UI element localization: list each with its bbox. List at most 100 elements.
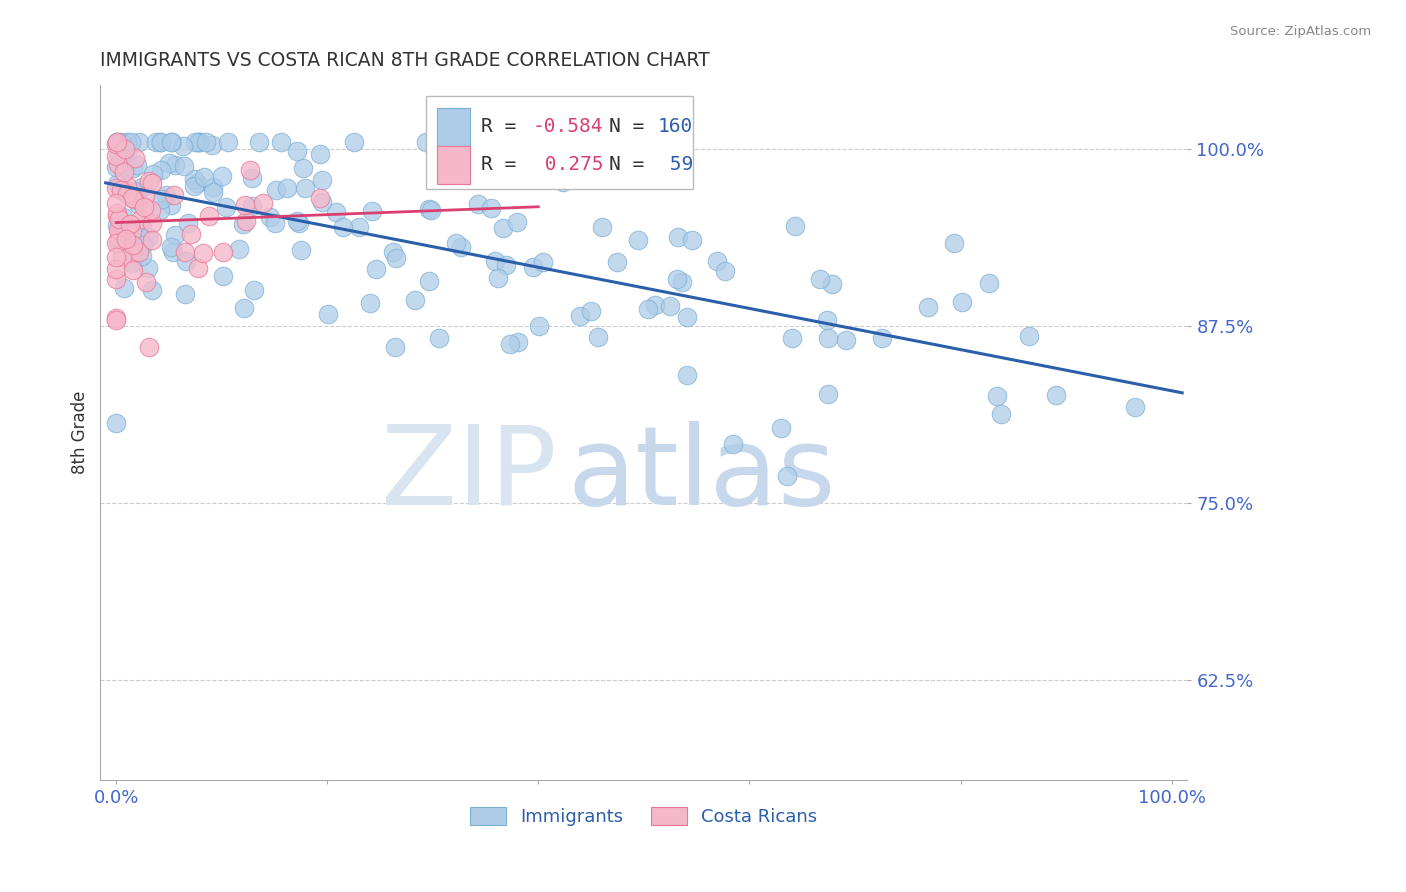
- Point: [233, 301, 256, 316]
- Point: [347, 220, 370, 235]
- Point: [105, 149, 128, 163]
- Point: [186, 177, 208, 191]
- Point: [105, 209, 128, 223]
- Point: [117, 184, 139, 198]
- Point: [659, 299, 682, 313]
- Point: [108, 149, 131, 163]
- Point: [112, 232, 135, 246]
- Text: R =: R =: [481, 117, 527, 136]
- Point: [115, 186, 138, 201]
- Point: [808, 272, 831, 286]
- Text: N =: N =: [609, 117, 657, 136]
- Point: [149, 135, 172, 149]
- Point: [714, 264, 737, 278]
- Point: [193, 170, 215, 185]
- Point: [215, 201, 238, 215]
- Point: [821, 277, 844, 291]
- Point: [114, 219, 136, 234]
- Point: [484, 254, 506, 268]
- Bar: [437, 108, 470, 146]
- Point: [1123, 400, 1146, 414]
- Point: [211, 169, 233, 183]
- Point: [247, 135, 270, 149]
- Point: [780, 331, 803, 345]
- Point: [527, 318, 550, 333]
- Point: [287, 216, 309, 230]
- Point: [108, 225, 131, 239]
- Point: [174, 245, 197, 260]
- Point: [627, 233, 650, 247]
- Point: [681, 234, 703, 248]
- Point: [155, 187, 177, 202]
- Point: [676, 310, 699, 325]
- Point: [127, 158, 149, 172]
- Point: [135, 276, 157, 290]
- Point: [107, 236, 129, 251]
- FancyBboxPatch shape: [426, 95, 693, 189]
- Point: [141, 176, 163, 190]
- Point: [418, 274, 440, 288]
- Point: [942, 236, 965, 251]
- Point: [676, 368, 699, 383]
- Point: [110, 135, 132, 149]
- Point: [243, 283, 266, 297]
- Point: [239, 162, 262, 177]
- Point: [150, 135, 173, 149]
- Point: [145, 135, 167, 149]
- Point: [785, 219, 807, 233]
- Point: [105, 135, 128, 149]
- Point: [359, 295, 381, 310]
- Point: [498, 337, 520, 351]
- Point: [479, 201, 502, 215]
- Point: [366, 262, 388, 277]
- Point: [240, 199, 263, 213]
- Point: [107, 223, 129, 237]
- Point: [232, 217, 254, 231]
- Point: [136, 230, 159, 244]
- Point: [294, 181, 316, 195]
- Point: [177, 216, 200, 230]
- Point: [444, 235, 467, 250]
- Point: [450, 240, 472, 254]
- Point: [531, 255, 554, 269]
- Point: [506, 215, 529, 229]
- Point: [132, 201, 155, 215]
- Point: [917, 300, 939, 314]
- Point: [188, 135, 211, 149]
- Point: [290, 244, 312, 258]
- Point: [671, 275, 693, 289]
- Point: [128, 135, 150, 149]
- Point: [384, 340, 406, 354]
- Point: [127, 197, 149, 211]
- Point: [105, 311, 128, 326]
- Point: [138, 174, 160, 188]
- Point: [105, 313, 128, 327]
- Point: [228, 242, 250, 256]
- Point: [195, 135, 218, 149]
- Point: [128, 245, 150, 260]
- Point: [591, 219, 613, 234]
- Point: [121, 246, 143, 260]
- Point: [120, 135, 142, 149]
- Text: Source: ZipAtlas.com: Source: ZipAtlas.com: [1230, 25, 1371, 38]
- Point: [770, 420, 793, 434]
- Point: [110, 182, 132, 196]
- Point: [318, 307, 340, 321]
- Point: [385, 251, 408, 265]
- Point: [129, 211, 152, 226]
- Point: [217, 135, 239, 149]
- Point: [506, 335, 529, 350]
- Point: [187, 260, 209, 275]
- Point: [108, 212, 131, 227]
- Point: [141, 216, 163, 230]
- Point: [105, 177, 128, 191]
- Point: [233, 198, 256, 212]
- Point: [150, 192, 173, 206]
- Point: [150, 162, 173, 177]
- Point: [122, 262, 145, 277]
- Point: [183, 178, 205, 193]
- Point: [115, 221, 138, 235]
- Point: [191, 245, 214, 260]
- Point: [105, 160, 128, 174]
- Point: [111, 211, 134, 225]
